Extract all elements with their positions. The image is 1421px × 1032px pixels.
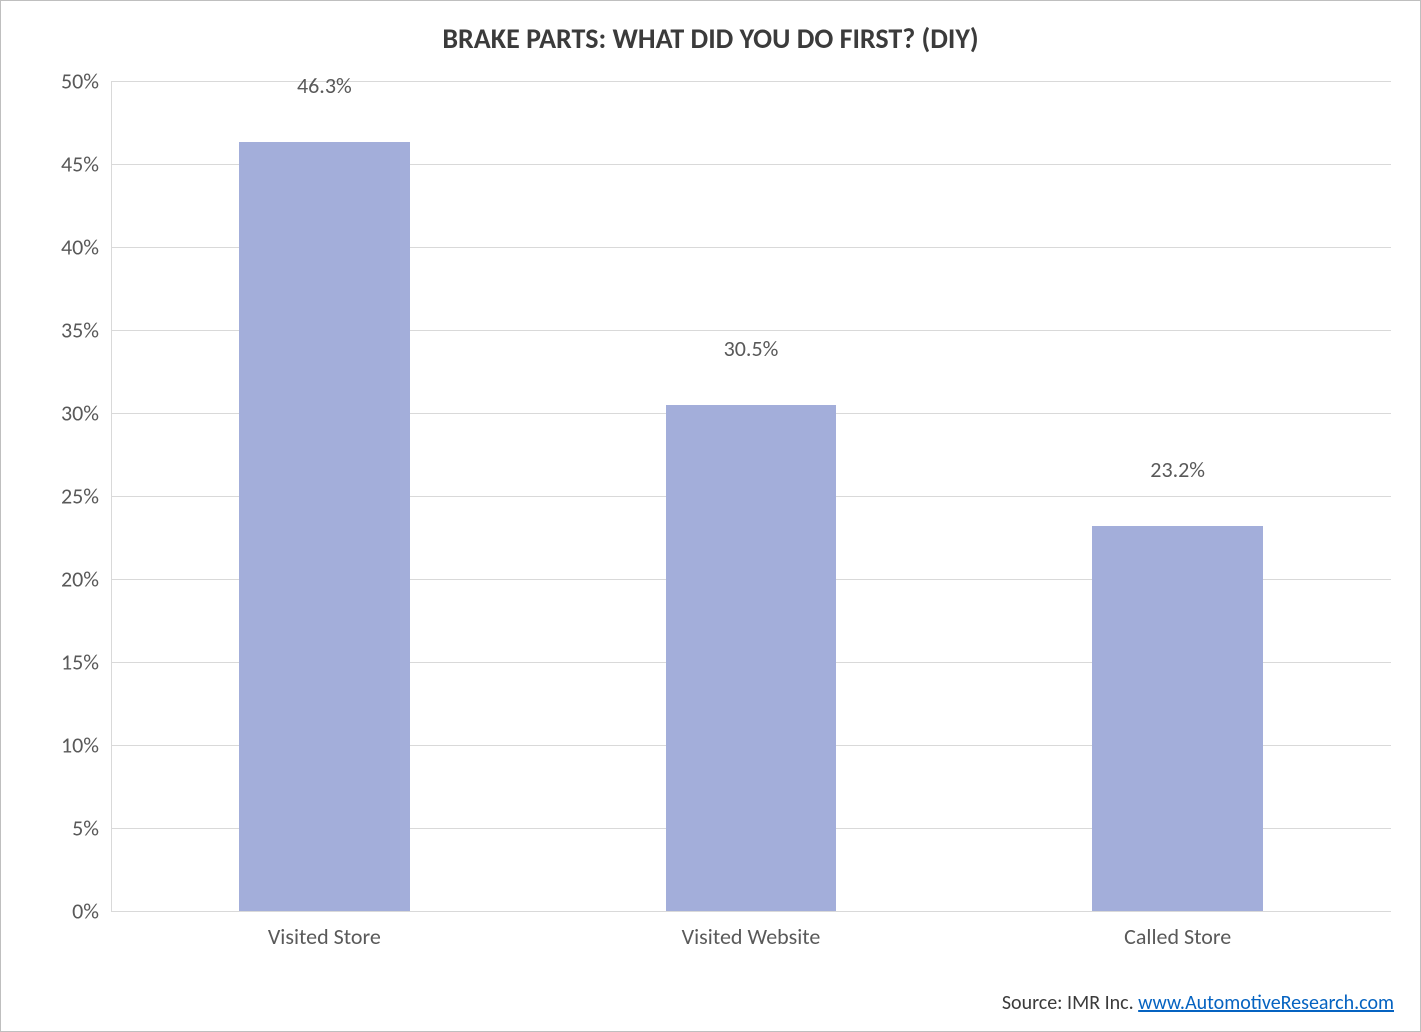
x-tick-label: Visited Website — [682, 911, 821, 950]
bar — [239, 142, 410, 911]
y-tick-label: 0% — [72, 898, 111, 925]
y-tick-label: 15% — [61, 649, 111, 676]
bar-value-label: 46.3% — [297, 72, 352, 107]
y-tick-label: 10% — [61, 732, 111, 759]
y-tick-label: 25% — [61, 483, 111, 510]
bar-value-label: 23.2% — [1150, 456, 1205, 491]
bar — [1092, 526, 1263, 911]
bar-value-label: 30.5% — [724, 335, 779, 370]
y-tick-label: 40% — [61, 234, 111, 261]
source-attribution: Source: IMR Inc. www.AutomotiveResearch.… — [1002, 991, 1394, 1015]
chart-title: BRAKE PARTS: WHAT DID YOU DO FIRST? (DIY… — [1, 21, 1420, 56]
y-tick-label: 45% — [61, 151, 111, 178]
bar — [666, 405, 837, 911]
y-tick-label: 50% — [61, 68, 111, 95]
y-tick-label: 20% — [61, 566, 111, 593]
source-link[interactable]: www.AutomotiveResearch.com — [1138, 991, 1394, 1015]
y-tick-label: 35% — [61, 317, 111, 344]
plot-area: 0%5%10%15%20%25%30%35%40%45%50%46.3%Visi… — [111, 81, 1391, 911]
x-tick-label: Visited Store — [268, 911, 381, 950]
source-prefix: Source: IMR Inc. — [1002, 991, 1138, 1015]
x-tick-label: Called Store — [1124, 911, 1231, 950]
y-tick-label: 5% — [72, 815, 111, 842]
y-tick-label: 30% — [61, 400, 111, 427]
